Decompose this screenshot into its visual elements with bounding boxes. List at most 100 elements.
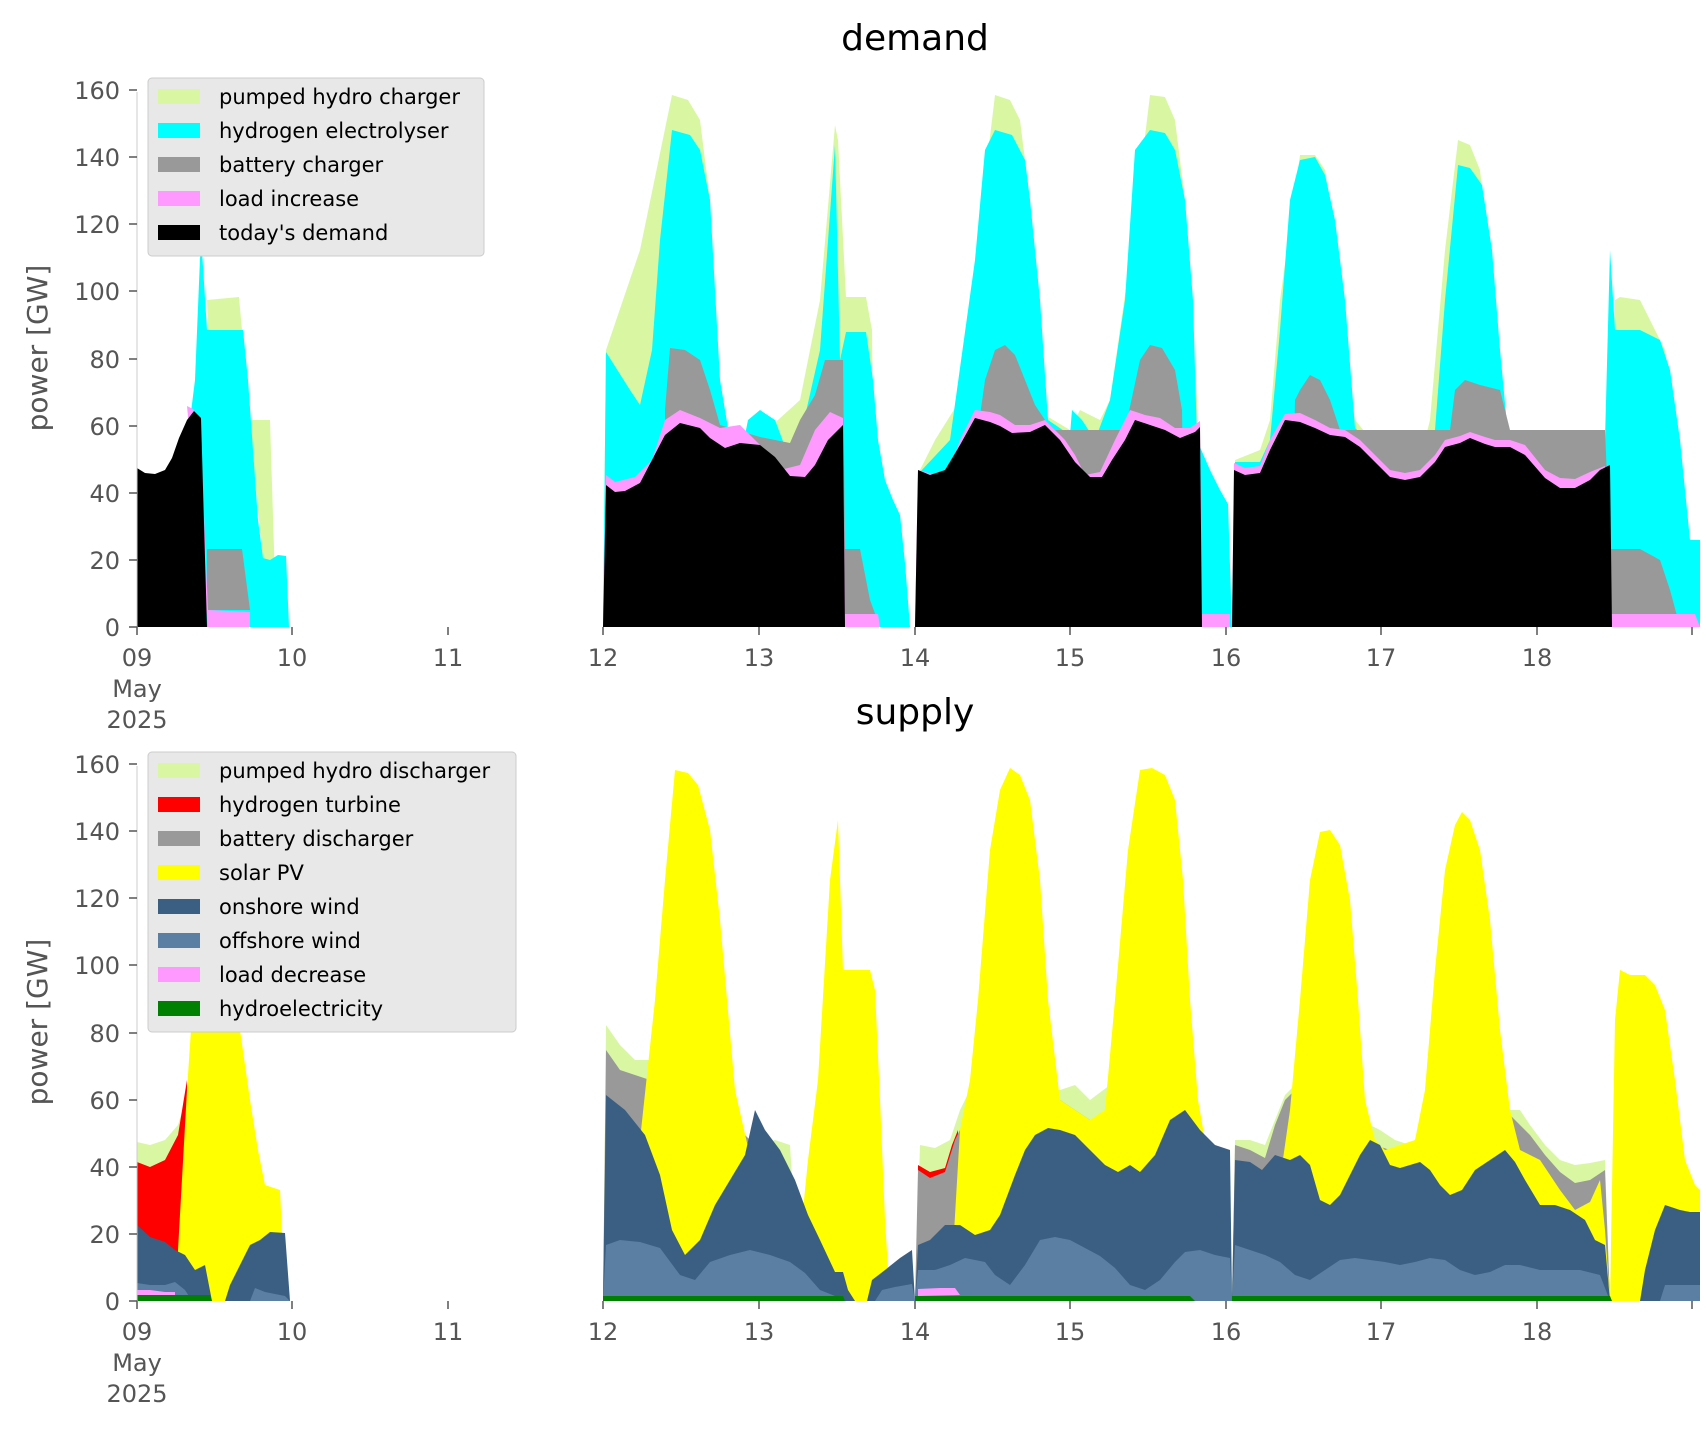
demand-ytick-80: 80 [89,346,120,374]
demand-area-todays-demand [137,411,207,627]
demand-ylabel: power [GW] [21,265,54,432]
supply-legend-swatch-hydroelectricity [158,1001,200,1016]
demand-legend-box [147,77,485,257]
supply-area-onshore-wind [915,1110,1232,1301]
supply-title: supply [856,692,975,733]
supply-ytick-80: 80 [89,1020,120,1048]
supply-xtick-month: May [112,1349,162,1377]
demand-ytick-20: 20 [89,547,120,575]
supply-area-onshore-wind [137,1225,290,1301]
demand-area-battery-charger [207,549,250,610]
supply-xtick-16: 16 [1211,1318,1242,1346]
supply-legend-label-battery-discharger: battery discharger [219,827,414,851]
supply-legend-swatch-pumped-hydro-discharger [158,763,200,778]
supply-area-offshore-wind [915,1237,1232,1301]
demand-legend-swatch-load-increase [158,191,200,206]
supply-areas [137,768,1700,1301]
supply-area-solar-pv [630,770,890,1301]
supply-xtick-18: 18 [1522,1318,1553,1346]
demand-xtick-year: 2025 [106,706,167,734]
supply-area-hydroelectricity [1232,1296,1612,1301]
demand-x-axis: 09 May 2025 10 11 12 13 14 15 16 17 18 [106,627,1693,734]
supply-ytick-120: 120 [74,885,120,913]
supply-xtick-14: 14 [900,1318,931,1346]
supply-ytick-100: 100 [74,952,120,980]
demand-xtick-17: 17 [1366,644,1397,672]
supply-area-hydroelectricity [603,1296,845,1301]
demand-ytick-0: 0 [105,614,120,642]
demand-title: demand [841,18,989,59]
demand-xtick-16: 16 [1211,644,1242,672]
demand-legend-label-todays-demand: today's demand [219,221,388,245]
supply-area-load-decrease [137,1290,175,1295]
supply-chart: supply power [GW] [21,692,1700,1408]
supply-xtick-10: 10 [277,1318,308,1346]
supply-legend-label-load-decrease: load decrease [219,963,366,987]
demand-ytick-60: 60 [89,413,120,441]
demand-ytick-40: 40 [89,480,120,508]
demand-area-todays-demand [603,423,845,627]
supply-area-load-decrease [918,1288,960,1296]
supply-xtick-17: 17 [1366,1318,1397,1346]
demand-y-axis: 0 20 40 60 80 100 120 140 160 [74,77,138,642]
supply-legend-swatch-solar-pv [158,865,200,880]
supply-area-onshore-wind [603,1095,915,1301]
demand-area-todays-demand [915,418,1202,627]
demand-xtick-10: 10 [277,644,308,672]
supply-xtick-11: 11 [433,1318,464,1346]
supply-x-axis: 09 May 2025 10 11 12 13 14 15 16 17 18 [106,1301,1693,1408]
demand-ytick-100: 100 [74,278,120,306]
demand-xtick-13: 13 [744,644,775,672]
supply-legend-label-hydrogen-turbine: hydrogen turbine [219,793,401,817]
supply-ytick-60: 60 [89,1087,120,1115]
supply-y-axis: 0 20 40 60 80 100 120 140 160 [74,751,138,1316]
supply-legend-swatch-onshore-wind [158,899,200,914]
demand-xtick-month: May [112,675,162,703]
demand-legend-swatch-battery-charger [158,157,200,172]
supply-ytick-20: 20 [89,1221,120,1249]
demand-yticks: 0 20 40 60 80 100 120 140 160 [74,77,120,642]
demand-legend-label-load-increase: load increase [219,187,359,211]
supply-legend-swatch-hydrogen-turbine [158,797,200,812]
supply-xtick-year: 2025 [106,1380,167,1408]
demand-legend-label-battery-charger: battery charger [219,153,384,177]
demand-xtick-11: 11 [433,644,464,672]
supply-legend-label-solar-pv: solar PV [219,861,304,885]
demand-xtick-09: 09 [122,644,153,672]
supply-xtick-12: 12 [588,1318,619,1346]
demand-chart: demand power [GW] [21,18,1700,734]
demand-legend-swatch-hydrogen-electrolyser [158,123,200,138]
demand-areas [137,95,1700,627]
supply-ytick-40: 40 [89,1154,120,1182]
supply-area-offshore-wind [603,1240,915,1301]
demand-ytick-160: 160 [74,77,120,105]
supply-area-hydroelectricity [137,1295,212,1301]
demand-legend-label-hydrogen-electrolyser: hydrogen electrolyser [219,119,449,143]
supply-area-hydroelectricity [915,1296,1195,1301]
supply-ytick-0: 0 [105,1288,120,1316]
demand-legend: pumped hydro charger hydrogen electrolys… [147,77,485,257]
demand-xtick-15: 15 [1055,644,1086,672]
supply-legend-label-pumped-hydro-discharger: pumped hydro discharger [219,759,490,783]
supply-xtick-13: 13 [744,1318,775,1346]
supply-ytick-160: 160 [74,751,120,779]
demand-xtick-18: 18 [1522,644,1553,672]
supply-xtick-15: 15 [1055,1318,1086,1346]
supply-legend-swatch-offshore-wind [158,933,200,948]
supply-legend-label-onshore-wind: onshore wind [219,895,360,919]
demand-ytick-140: 140 [74,144,120,172]
supply-ylabel: power [GW] [21,939,54,1106]
demand-xtick-14: 14 [900,644,931,672]
demand-legend-label-pumped-hydro-charger: pumped hydro charger [219,85,460,109]
demand-legend-swatch-pumped-hydro-charger [158,89,200,104]
demand-ytick-120: 120 [74,211,120,239]
supply-ytick-140: 140 [74,818,120,846]
supply-legend-box [147,751,517,1033]
supply-legend-swatch-battery-discharger [158,831,200,846]
demand-xtick-12: 12 [588,644,619,672]
supply-legend: pumped hydro discharger hydrogen turbine… [147,751,517,1033]
demand-legend-swatch-todays-demand [158,225,200,240]
supply-xtick-09: 09 [122,1318,153,1346]
supply-legend-label-hydroelectricity: hydroelectricity [219,997,383,1021]
demand-area-todays-demand [1232,420,1612,627]
